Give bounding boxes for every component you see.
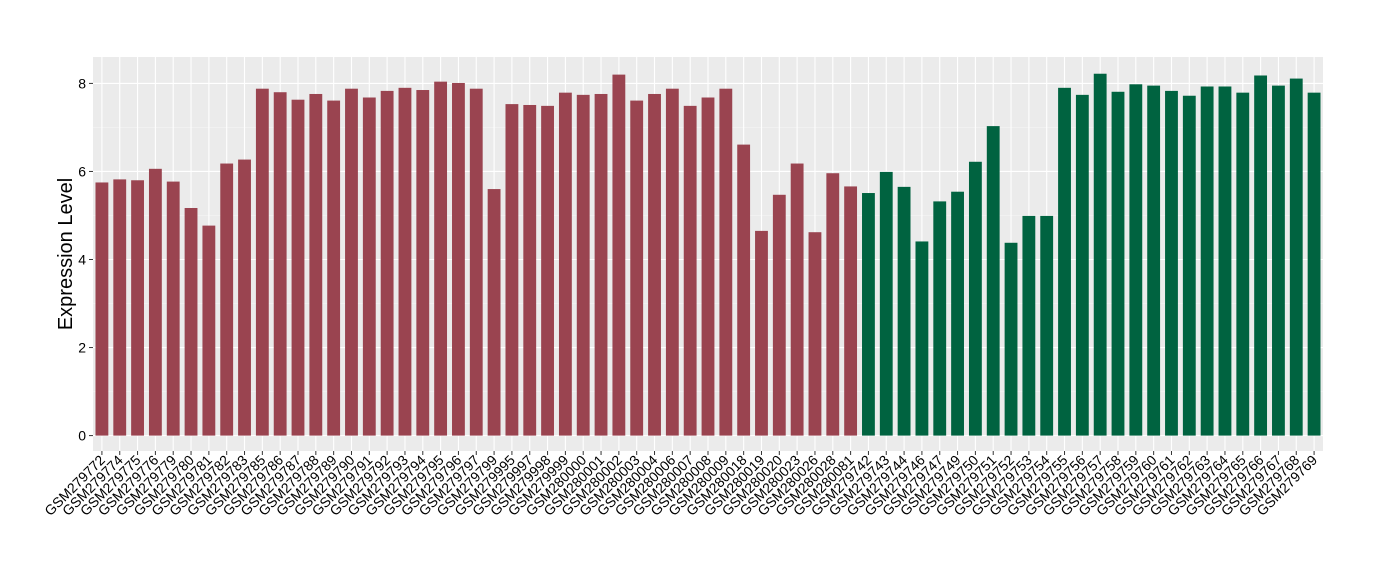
bar-GSM279783 bbox=[238, 159, 251, 436]
bar-GSM279795 bbox=[434, 81, 448, 436]
bar-GSM279760 bbox=[1147, 85, 1161, 436]
bar-GSM279753 bbox=[1022, 215, 1036, 436]
y-axis: 0 2 4 6 8 bbox=[78, 75, 93, 444]
bar-GSM279749 bbox=[951, 191, 964, 436]
bar-GSM279765 bbox=[1236, 92, 1250, 436]
bars bbox=[95, 73, 1321, 436]
bar-GSM279792 bbox=[380, 90, 394, 436]
y-tick-label: 4 bbox=[78, 252, 86, 268]
y-tick-label: 8 bbox=[78, 75, 86, 91]
bar-GSM280006 bbox=[665, 88, 679, 436]
bar-GSM279759 bbox=[1129, 84, 1143, 436]
bar-GSM279997 bbox=[523, 104, 537, 436]
bar-GSM279766 bbox=[1254, 75, 1268, 436]
bar-GSM279752 bbox=[1004, 242, 1018, 436]
bar-GSM279785 bbox=[255, 88, 269, 436]
bar-GSM280001 bbox=[594, 93, 608, 436]
bar-GSM279769 bbox=[1307, 92, 1321, 436]
bar-GSM279772 bbox=[95, 182, 109, 436]
bar-GSM280007 bbox=[683, 105, 697, 436]
bar-GSM279788 bbox=[309, 93, 323, 436]
bar-GSM279797 bbox=[469, 88, 483, 436]
bar-GSM279776 bbox=[148, 168, 162, 436]
bar-GSM279775 bbox=[131, 180, 144, 436]
bar-GSM279998 bbox=[541, 105, 554, 436]
bar-GSM279757 bbox=[1093, 73, 1107, 436]
bar-GSM279999 bbox=[558, 92, 572, 436]
bar-GSM280003 bbox=[630, 100, 644, 436]
bar-GSM279755 bbox=[1058, 87, 1071, 436]
bar-GSM279758 bbox=[1111, 91, 1125, 436]
bar-GSM279789 bbox=[327, 100, 341, 436]
bar-GSM280028 bbox=[826, 173, 840, 436]
y-tick-label: 2 bbox=[78, 340, 86, 356]
bar-GSM279764 bbox=[1218, 86, 1232, 436]
bar-GSM279779 bbox=[166, 181, 180, 436]
bar-GSM279747 bbox=[933, 201, 947, 436]
x-axis: GSM279772GSM279774GSM279775GSM279776GSM2… bbox=[41, 451, 1320, 519]
y-tick-label: 0 bbox=[78, 428, 86, 444]
bar-GSM280000 bbox=[576, 94, 590, 436]
bar-GSM279767 bbox=[1272, 85, 1285, 436]
bar-GSM280009 bbox=[719, 88, 733, 436]
bar-GSM279796 bbox=[452, 82, 465, 436]
bar-GSM279768 bbox=[1289, 78, 1303, 436]
bar-GSM279743 bbox=[879, 171, 893, 436]
bar-GSM279793 bbox=[398, 87, 412, 436]
bar-GSM280004 bbox=[648, 93, 661, 436]
bar-GSM280018 bbox=[737, 144, 751, 436]
bar-GSM279780 bbox=[184, 207, 198, 436]
bar-GSM280026 bbox=[808, 232, 822, 436]
bar-GSM279786 bbox=[273, 92, 287, 436]
bar-GSM279751 bbox=[986, 126, 1000, 436]
bar-GSM279794 bbox=[416, 90, 430, 436]
bar-GSM280023 bbox=[790, 163, 804, 436]
bar-GSM279754 bbox=[1040, 215, 1054, 436]
y-tick-label: 6 bbox=[78, 163, 86, 179]
bar-GSM279995 bbox=[505, 104, 519, 436]
bar-GSM279750 bbox=[968, 161, 982, 436]
bar-GSM280081 bbox=[844, 186, 858, 436]
bar-GSM279756 bbox=[1075, 94, 1089, 436]
bar-GSM279761 bbox=[1165, 90, 1178, 436]
bar-GSM279782 bbox=[220, 163, 234, 436]
bar-GSM279742 bbox=[862, 193, 875, 436]
y-axis-title: Expression Level bbox=[55, 178, 77, 330]
bar-GSM279781 bbox=[202, 225, 216, 436]
bar-GSM280020 bbox=[772, 194, 786, 436]
bar-GSM280008 bbox=[701, 97, 715, 436]
bar-GSM280002 bbox=[612, 74, 626, 436]
bar-GSM279746 bbox=[915, 241, 929, 436]
bar-GSM279762 bbox=[1182, 95, 1196, 436]
bar-GSM279774 bbox=[113, 179, 127, 436]
bar-GSM280019 bbox=[755, 230, 768, 436]
bar-GSM279787 bbox=[291, 99, 305, 436]
bar-GSM279799 bbox=[487, 189, 501, 436]
bar-GSM279790 bbox=[345, 88, 358, 436]
bar-GSM279763 bbox=[1200, 86, 1214, 436]
bar-GSM279791 bbox=[362, 97, 376, 436]
bar-GSM279744 bbox=[897, 186, 911, 436]
